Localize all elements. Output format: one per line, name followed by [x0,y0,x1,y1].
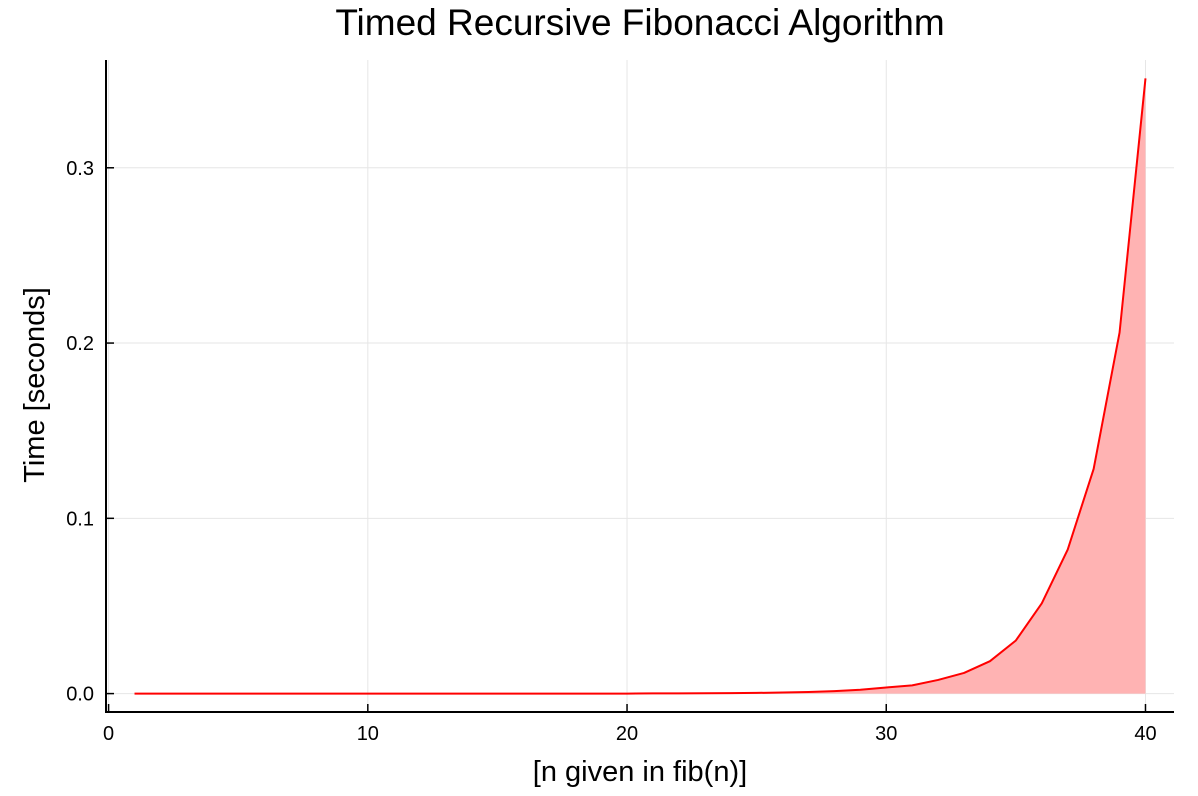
chart-title: Timed Recursive Fibonacci Algorithm [335,2,944,43]
y-axis-label: Time [seconds] [19,287,51,483]
x-tick-label: 10 [357,723,379,745]
x-axis-label: [n given in fib(n)] [533,756,747,788]
x-tick-label: 40 [1134,723,1156,745]
y-tick-label: 0.2 [66,333,94,355]
x-tick-label: 20 [616,723,638,745]
grid [106,60,1174,712]
y-tick-label: 0.3 [66,158,94,180]
x-tick-label: 30 [875,723,897,745]
series-fill [134,78,1146,694]
series-line [134,78,1147,695]
plot-area [134,78,1147,695]
axes [105,60,1174,713]
x-tick-label: 0 [103,723,114,745]
y-tick-label: 0.0 [66,684,94,706]
tick-labels: 0 10 20 30 40 0.0 0.1 0.2 0.3 [66,158,1156,745]
y-tick-label: 0.1 [66,508,94,530]
